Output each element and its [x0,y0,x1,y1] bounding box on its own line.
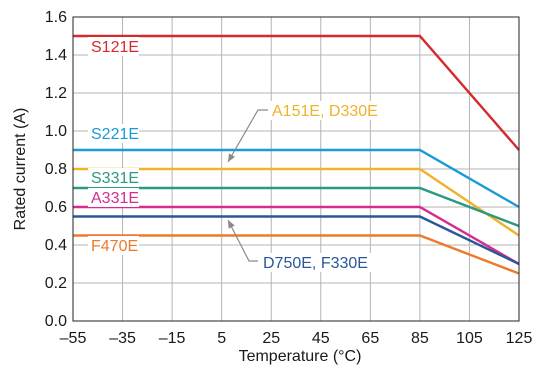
series-line [73,148,520,209]
y-tick-label: 0.4 [45,237,67,254]
x-tick-label: 125 [506,330,533,347]
series-label-bg [88,124,139,143]
x-tick-label: –35 [109,330,136,347]
series-label: F470E [91,238,138,255]
series-labels: S121E A151E, D330E S221E S331E A331E F470E D75… [88,37,383,272]
x-tick-label: 45 [312,330,330,347]
series-label-bg [88,188,139,207]
x-tick-label: 5 [217,330,226,347]
x-axis-title: Temperature (°C) [239,348,362,365]
callout-arrow [227,219,258,262]
x-tick-label: –55 [60,330,87,347]
y-tick-label: 0.8 [45,161,67,178]
series-label: A151E, D330E [272,103,378,120]
y-tick-label: 1.0 [45,123,67,140]
y-tick-label: 1.6 [45,9,67,26]
x-tick-label: 65 [361,330,379,347]
series-line [73,34,520,151]
series-line [73,215,520,266]
x-tick-labels: –55 –35 –15 5 25 45 65 85 105 125 [60,330,533,347]
y-axis-title: Rated current (A) [12,108,29,231]
series-lines [73,34,520,275]
plot-frame [72,16,520,322]
series-label-bg [88,168,139,187]
x-tick-label: 85 [411,330,429,347]
series-label: D750E, F330E [263,255,368,272]
callout-arrow [227,109,268,163]
x-tick-label: –15 [159,330,186,347]
series-label: S331E [91,170,139,187]
callout-arrowhead [228,153,236,162]
y-tick-label: 0.0 [45,313,67,330]
series-line [73,234,520,275]
annotation-arrows [227,109,268,262]
y-tick-labels: 0.0 0.2 0.4 0.6 0.8 1.0 1.2 1.4 1.6 [45,9,67,330]
series-label-bg [269,101,383,120]
y-tick-label: 0.6 [45,199,67,216]
x-tick-label: 25 [262,330,280,347]
series-line [73,205,520,266]
y-tick-label: 1.4 [45,47,67,64]
series-label: A331E [91,190,139,207]
series-label-bg [88,37,139,56]
y-tick-label: 1.2 [45,85,67,102]
callout-arrowhead [228,220,235,229]
series-line [73,186,520,228]
series-label-bg [260,253,374,272]
y-tick-label: 0.2 [45,275,67,292]
x-tick-label: 105 [456,330,483,347]
series-label-bg [88,236,139,255]
series-label: S221E [91,126,139,143]
series-label: S121E [91,39,139,56]
